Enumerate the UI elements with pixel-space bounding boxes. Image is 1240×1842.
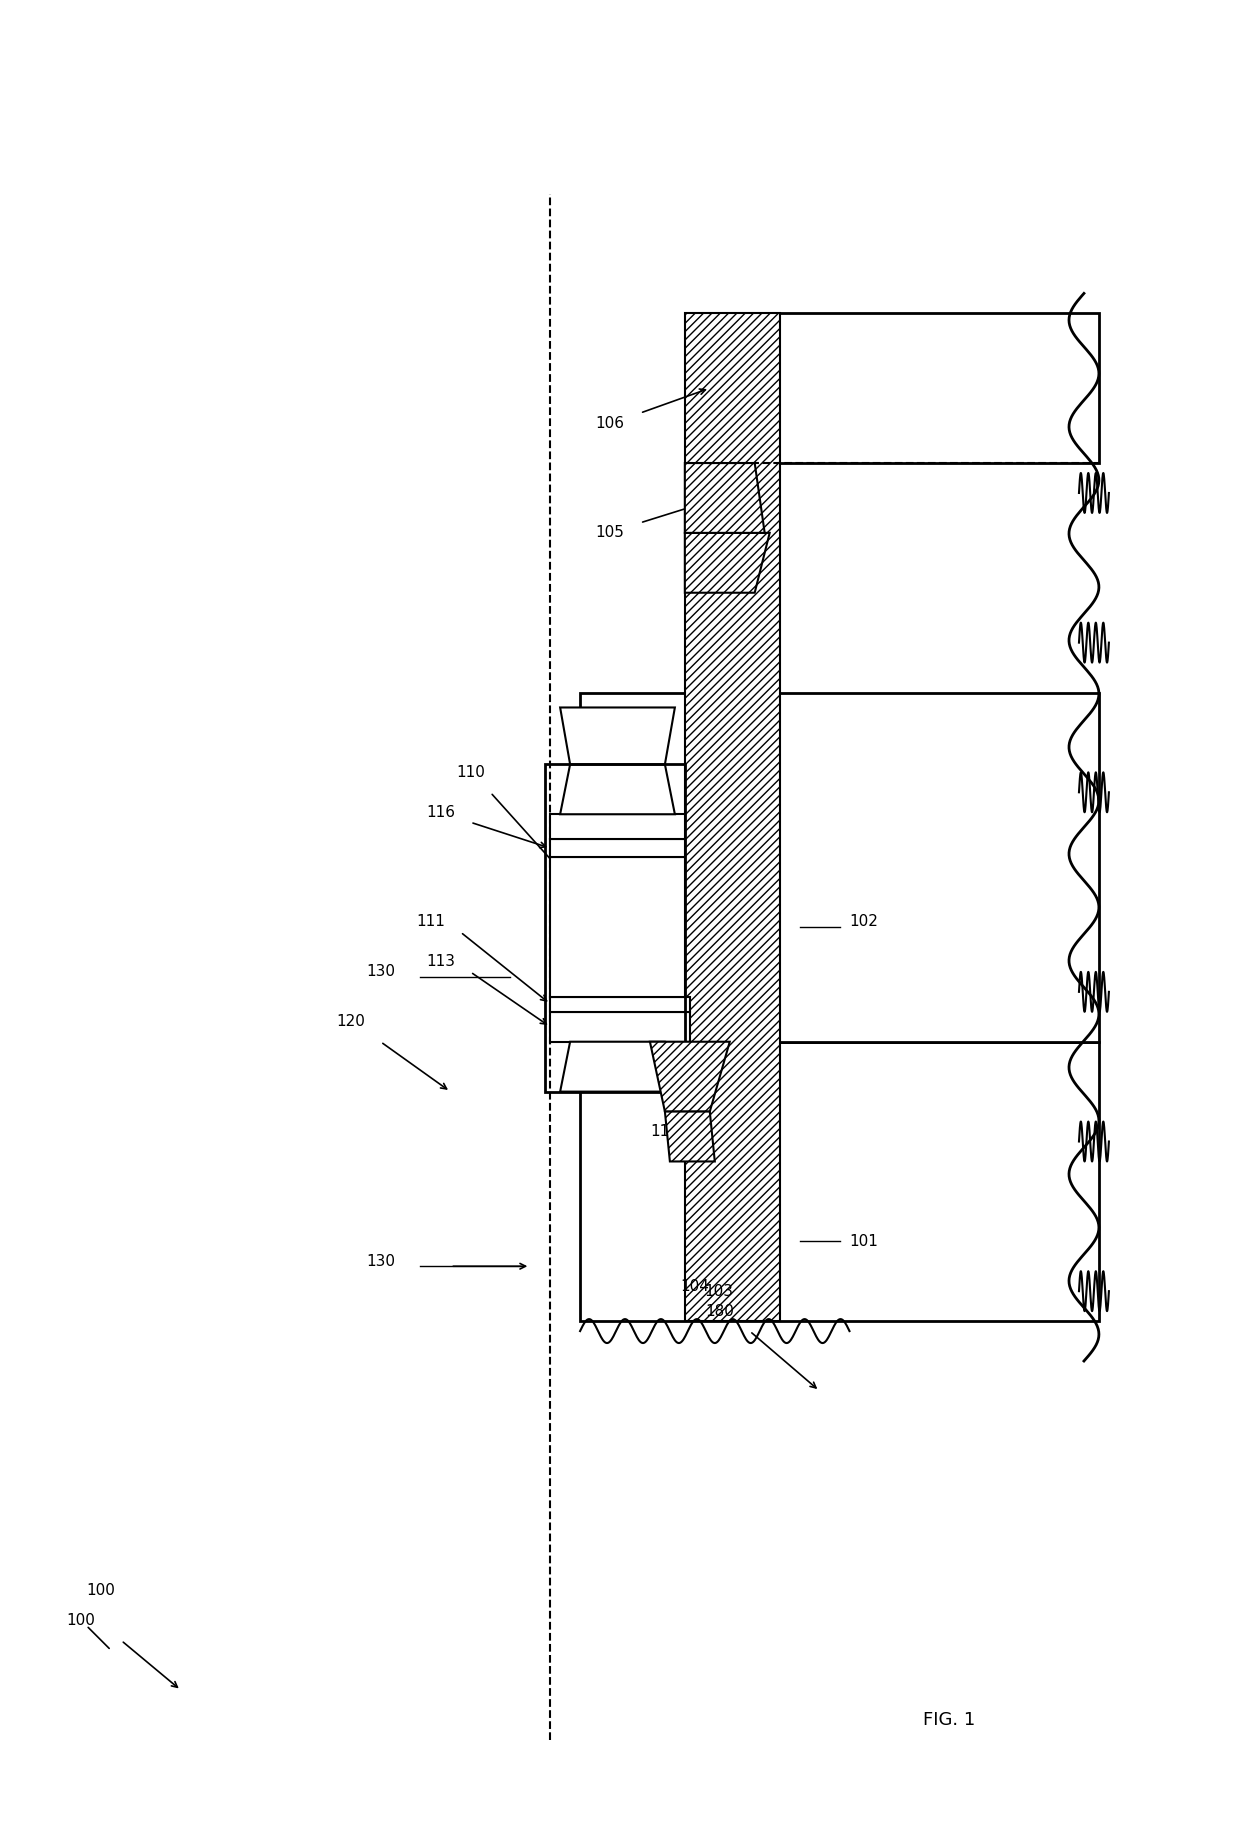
Text: 103: 103 [704,1284,734,1299]
Text: 113: 113 [425,954,455,969]
Text: 115: 115 [570,783,599,798]
Text: 112: 112 [585,919,615,934]
Text: 120: 120 [336,1015,365,1030]
FancyBboxPatch shape [551,857,684,997]
Text: 100: 100 [67,1614,95,1628]
FancyBboxPatch shape [551,1011,689,1043]
Polygon shape [665,1111,714,1162]
Text: 110: 110 [456,764,485,779]
Text: 102: 102 [849,914,878,930]
Text: 104: 104 [680,1278,709,1293]
Text: 130: 130 [366,965,396,980]
Text: 130: 130 [366,1254,396,1269]
Polygon shape [560,707,675,764]
Text: 106: 106 [595,416,625,431]
Polygon shape [684,532,770,593]
Polygon shape [650,1043,730,1111]
FancyBboxPatch shape [580,1043,1099,1321]
Polygon shape [560,1043,675,1092]
Text: 101: 101 [849,1234,878,1249]
FancyBboxPatch shape [684,313,1099,462]
Polygon shape [684,462,765,532]
FancyBboxPatch shape [551,997,689,1011]
Text: 180: 180 [706,1304,734,1319]
Text: 105: 105 [595,525,625,540]
Text: 116: 116 [425,805,455,820]
FancyBboxPatch shape [551,840,684,857]
FancyBboxPatch shape [684,313,780,1321]
Text: 100: 100 [87,1582,115,1599]
Text: 114: 114 [650,1124,678,1138]
FancyBboxPatch shape [580,693,1099,1043]
FancyBboxPatch shape [551,814,684,840]
Text: 115: 115 [570,1063,599,1078]
Polygon shape [560,764,675,814]
Text: FIG. 1: FIG. 1 [923,1711,976,1730]
Text: 111: 111 [415,914,445,930]
